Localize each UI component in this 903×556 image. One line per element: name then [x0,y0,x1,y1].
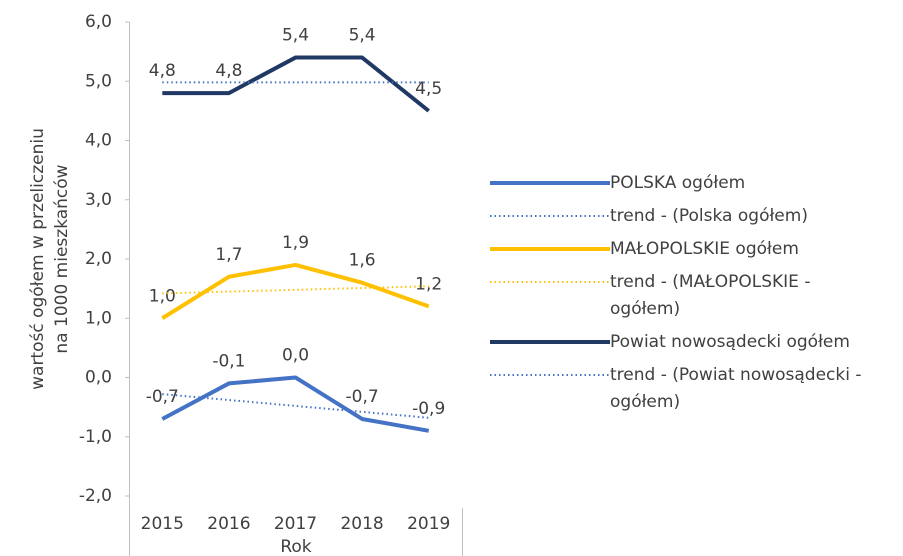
data-label: 1,6 [349,251,376,271]
legend-entry: POLSKA ogółem [490,170,890,197]
legend-label: trend - (MAŁOPOLSKIE - ogółem) [610,272,811,319]
x-tick-label: 2015 [141,514,184,534]
y-tick-label: 6,0 [85,12,112,32]
y-tick-label: 3,0 [85,190,112,210]
legend-swatch [490,340,610,344]
data-label: -0,7 [146,387,179,407]
legend-entry: trend - (Polska ogółem) [490,203,890,230]
data-label: 5,4 [282,26,309,46]
legend-swatch [490,374,610,376]
legend-label: Powiat nowosądecki ogółem [610,332,850,352]
legend-swatch [490,281,610,283]
data-label: 4,8 [149,61,176,81]
legend-entry: MAŁOPOLSKIE ogółem [490,236,890,263]
data-label: 0,0 [282,346,309,366]
series-line [162,55,430,113]
legend-entry: Powiat nowosądecki ogółem [490,329,890,356]
y-tick-label: -1,0 [79,427,112,447]
data-label: 1,7 [215,245,242,265]
x-axis-label: Rok [280,537,311,556]
data-label: 1,2 [415,274,442,294]
legend: POLSKA ogółem trend - (Polska ogółem) MAŁO… [490,170,890,422]
y-axis-label: na 1000 mieszkańców [52,164,72,353]
legend-swatch [490,215,610,217]
legend-entry: trend - (Powiat nowosądecki - ogółem) [490,362,890,416]
x-tick-label: 2018 [340,514,383,534]
series-line [161,262,430,320]
x-tick-label: 2017 [274,514,317,534]
legend-label: trend - (Polska ogółem) [610,206,808,226]
legend-swatch [490,247,610,251]
legend-swatch [490,181,610,185]
data-label: -0,9 [412,399,445,419]
y-tick-label: 5,0 [85,71,112,91]
data-label: -0,1 [212,351,245,371]
legend-label: POLSKA ogółem [610,173,746,193]
legend-label: MAŁOPOLSKIE ogółem [610,239,799,259]
x-tick-label: 2016 [207,514,250,534]
data-label: 1,9 [282,233,309,253]
data-label: 4,8 [215,61,242,81]
x-tick-label: 2019 [407,514,450,534]
series-line [161,375,430,433]
data-label: 4,5 [415,79,442,99]
y-axis-label: wartość ogółem w przeliczeniu [28,128,48,390]
data-label: -0,7 [346,387,379,407]
legend-label: trend - (Powiat nowosądecki - ogółem) [610,365,862,412]
y-tick-label: 1,0 [85,308,112,328]
data-label: 1,0 [149,286,176,306]
data-label: 5,4 [349,26,376,46]
y-tick-label: -2,0 [79,486,112,506]
y-tick-label: 2,0 [85,249,112,269]
y-tick-label: 0,0 [85,368,112,388]
y-tick-label: 4,0 [85,131,112,151]
legend-entry: trend - (MAŁOPOLSKIE - ogółem) [490,269,890,323]
